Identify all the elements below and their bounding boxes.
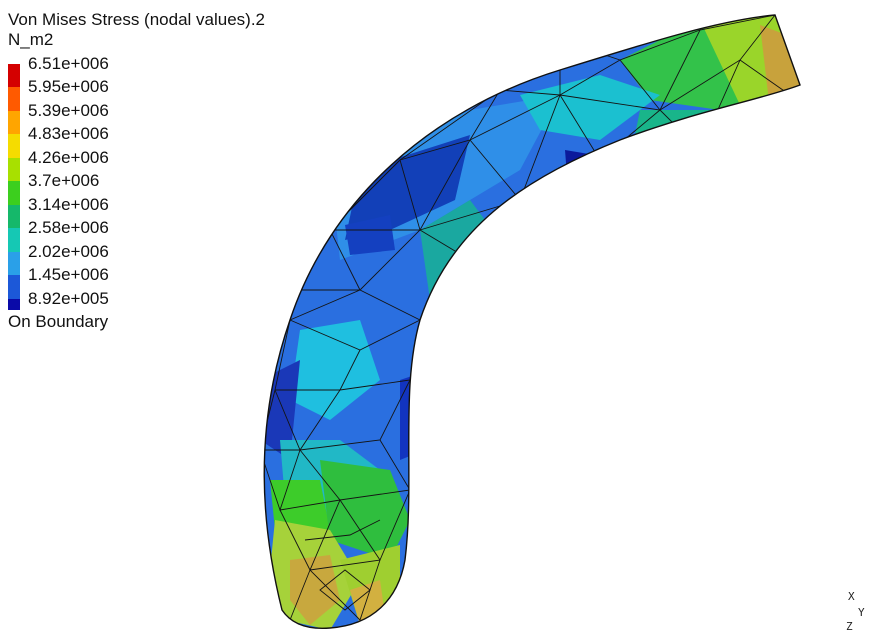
triad-y-label: Y xyxy=(858,606,865,619)
legend-swatch-column xyxy=(8,52,20,88)
legend-title: Von Mises Stress (nodal values).2 xyxy=(8,10,266,29)
legend-row: 1.45e+006 xyxy=(8,264,265,299)
legend-swatch-column xyxy=(8,99,20,135)
legend-row: 2.58e+006 xyxy=(8,217,265,252)
legend-swatch xyxy=(8,87,20,111)
legend-value: 8.92e+005 xyxy=(28,288,109,308)
axis-triad: X Y Z xyxy=(842,590,872,640)
legend-swatch-column xyxy=(8,123,20,158)
legend-swatch xyxy=(8,157,20,182)
legend-value: 2.58e+006 xyxy=(28,218,109,238)
pipe-mesh xyxy=(263,14,801,629)
legend-swatch-column xyxy=(8,76,20,111)
legend-value: 6.51e+006 xyxy=(28,53,109,73)
legend-swatch xyxy=(8,275,20,299)
legend-swatch xyxy=(8,228,20,252)
legend-row: 3.14e+006 xyxy=(8,193,265,229)
legend-value: 5.95e+006 xyxy=(28,77,109,97)
legend-row: 6.51e+006 xyxy=(8,52,265,88)
legend-swatch xyxy=(8,204,20,229)
legend-swatch xyxy=(8,298,20,310)
legend-swatch-column xyxy=(8,240,20,276)
legend-swatch-column xyxy=(8,193,20,229)
legend-value: 1.45e+006 xyxy=(28,265,109,285)
legend-swatch-column xyxy=(8,170,20,205)
legend-row: 8.92e+005 xyxy=(8,287,265,311)
pipe-outline xyxy=(263,14,801,629)
legend-swatch xyxy=(8,251,20,276)
legend-swatch xyxy=(8,110,20,135)
legend-row: 4.83e+006 xyxy=(8,123,265,158)
legend-unit: N_m2 xyxy=(8,30,54,49)
triad-z-label: Z xyxy=(846,620,853,633)
legend-swatch-column xyxy=(8,264,20,299)
legend-row: 5.95e+006 xyxy=(8,76,265,111)
legend-value: 4.26e+006 xyxy=(28,147,109,167)
legend-value: 2.02e+006 xyxy=(28,241,109,261)
triad-x-label: X xyxy=(848,590,855,603)
legend-swatch-column xyxy=(8,217,20,252)
legend-swatch-column xyxy=(8,287,20,311)
legend-value: 4.83e+006 xyxy=(28,124,109,144)
legend-value: 5.39e+006 xyxy=(28,100,109,120)
legend-swatch-column xyxy=(8,146,20,182)
legend-row: 3.7e+006 xyxy=(8,170,265,205)
legend-row: 5.39e+006 xyxy=(8,99,265,135)
legend-swatch xyxy=(8,134,20,158)
legend-footer: On Boundary xyxy=(8,311,109,331)
legend-swatch xyxy=(8,181,20,205)
legend-scale: 6.51e+006 5.95e+006 5.39e+006 4.83e+006 4.26… xyxy=(8,52,265,311)
stress-legend: Von Mises Stress (nodal values).2 N_m2 6… xyxy=(8,10,265,332)
legend-value: 3.14e+006 xyxy=(28,194,109,214)
legend-row: 2.02e+006 xyxy=(8,240,265,276)
legend-value: 3.7e+006 xyxy=(28,171,100,191)
legend-row: 4.26e+006 xyxy=(8,146,265,182)
legend-swatch xyxy=(8,63,20,88)
